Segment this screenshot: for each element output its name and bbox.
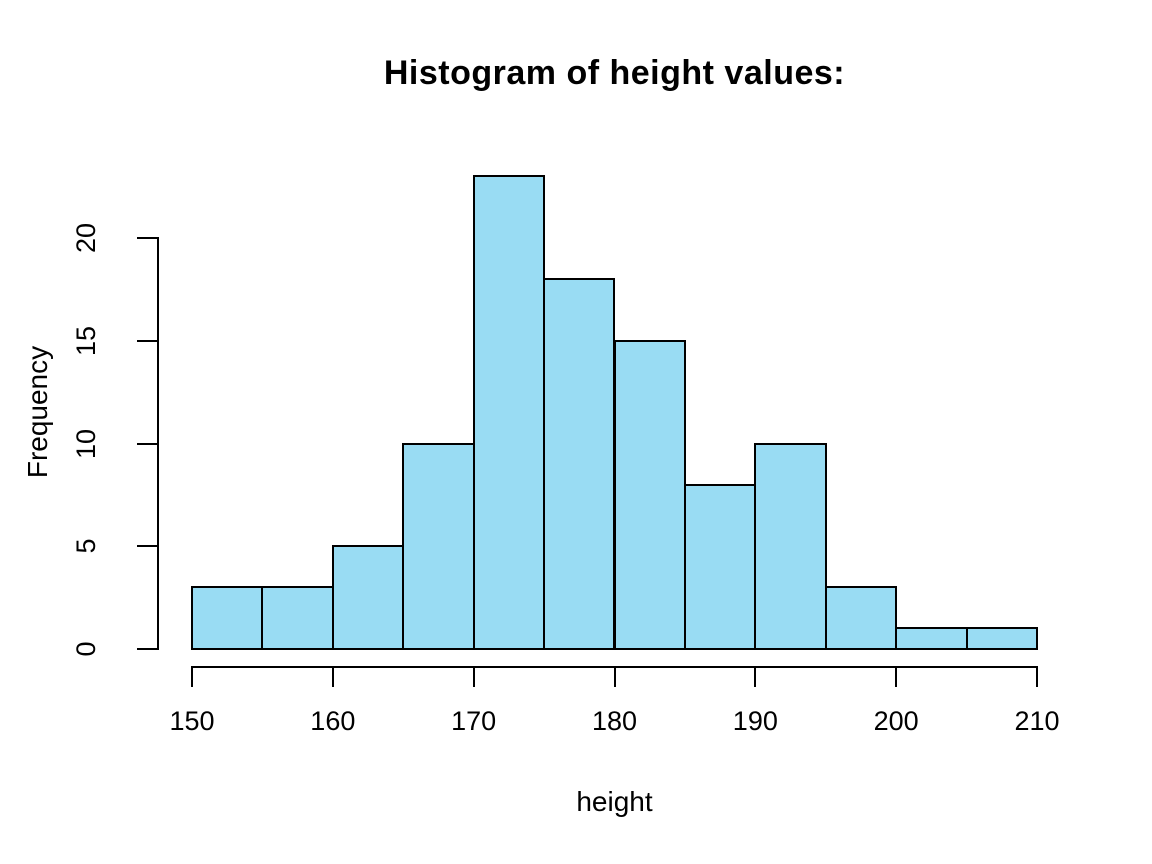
y-tick xyxy=(137,648,157,650)
histogram-bar xyxy=(965,627,1038,650)
histogram-bar xyxy=(472,175,546,650)
x-tick xyxy=(613,666,616,687)
x-tick-label: 210 xyxy=(1014,706,1060,736)
histogram-bar xyxy=(261,586,334,650)
x-axis-label: height xyxy=(576,786,653,817)
histogram-bar xyxy=(331,545,405,650)
histogram-bar xyxy=(543,278,616,650)
y-tick xyxy=(137,545,157,548)
y-tick-label: 0 xyxy=(70,641,101,657)
y-tick-label: 20 xyxy=(70,222,101,254)
y-axis-line xyxy=(157,237,159,650)
x-tick xyxy=(191,666,193,687)
x-tick xyxy=(895,666,898,687)
x-tick-label: 170 xyxy=(451,706,497,736)
histogram-bar xyxy=(754,442,827,650)
chart-title: Histogram of height values: xyxy=(383,54,846,92)
histogram-bar xyxy=(613,339,686,650)
x-tick-label: 160 xyxy=(310,706,356,736)
x-tick-label: 200 xyxy=(873,706,919,736)
x-tick xyxy=(1036,666,1038,687)
histogram-bar xyxy=(191,586,264,650)
y-tick-label: 5 xyxy=(70,538,101,554)
histogram-bar xyxy=(402,442,475,650)
y-tick xyxy=(137,237,157,239)
histogram-bar xyxy=(824,586,898,650)
y-tick-label: 15 xyxy=(70,325,101,356)
x-tick xyxy=(331,666,334,687)
y-tick-label: 10 xyxy=(70,428,101,459)
y-axis-label: Frequency xyxy=(22,345,53,479)
y-tick xyxy=(137,442,157,445)
histogram-bar xyxy=(683,483,757,650)
x-tick-label: 180 xyxy=(591,706,638,736)
x-tick xyxy=(472,666,475,687)
x-tick-label: 150 xyxy=(169,706,215,736)
y-tick xyxy=(137,339,157,342)
x-tick xyxy=(754,666,757,687)
x-tick-label: 190 xyxy=(732,706,778,736)
histogram-bar xyxy=(895,627,968,650)
